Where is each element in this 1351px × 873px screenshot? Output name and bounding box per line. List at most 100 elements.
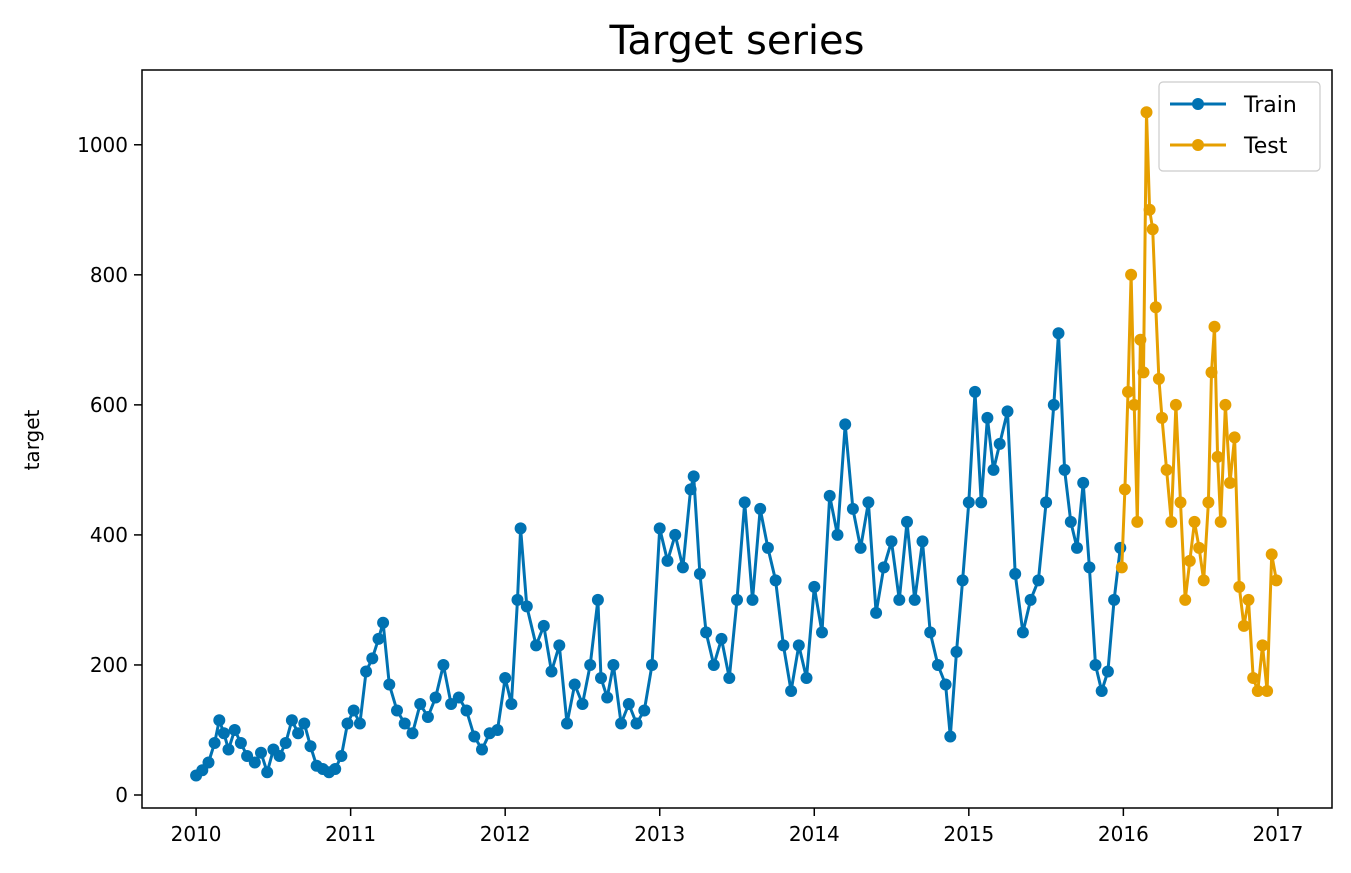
data-point-train <box>1052 327 1065 340</box>
data-point-train <box>792 639 805 652</box>
data-point-train <box>723 672 736 684</box>
data-point-train <box>537 619 550 632</box>
data-point-train <box>595 672 607 684</box>
data-point-test <box>1202 496 1215 509</box>
data-point-test <box>1118 483 1131 496</box>
data-point-train <box>630 717 643 730</box>
data-point-train <box>638 704 651 717</box>
data-point-test <box>1265 548 1278 561</box>
data-point-train <box>304 740 317 753</box>
data-point-train <box>234 737 247 749</box>
data-point-train <box>1040 496 1053 509</box>
data-point-train <box>653 522 666 535</box>
data-point-train <box>452 691 465 704</box>
data-point-train <box>981 411 994 424</box>
data-point-train <box>1101 665 1114 678</box>
data-point-train <box>476 743 488 756</box>
data-point-test <box>1242 593 1255 606</box>
data-point-test <box>1208 320 1221 333</box>
data-point-train <box>383 678 396 691</box>
data-point-test <box>1156 411 1168 424</box>
data-point-train <box>931 659 944 671</box>
data-point-train <box>831 528 844 541</box>
data-point-test <box>1169 398 1182 411</box>
data-point-train <box>1108 593 1121 606</box>
ticks-layer: 2010 2011 2012 2013 2014 2015 2016 2017 0 200 400 6… <box>77 133 1303 846</box>
data-point-train <box>1095 685 1108 697</box>
data-point-train <box>360 665 373 678</box>
data-point-train <box>1071 541 1083 554</box>
data-point-train <box>1077 476 1090 489</box>
data-point-train <box>377 616 390 629</box>
data-point-train <box>584 659 597 671</box>
data-point-test <box>1140 106 1153 119</box>
data-point-train <box>669 528 682 541</box>
data-point-train <box>839 418 852 431</box>
data-point-train <box>353 717 366 730</box>
data-point-train <box>553 639 566 652</box>
data-point-train <box>607 659 620 671</box>
data-point-test <box>1134 333 1147 346</box>
legend-test-marker <box>1192 139 1204 151</box>
data-point-train <box>738 496 751 509</box>
data-point-train <box>335 750 348 762</box>
data-point-train <box>347 704 360 717</box>
data-point-train <box>777 639 790 652</box>
data-point-test <box>1205 366 1218 379</box>
data-point-train <box>366 652 379 665</box>
x-tick-label: 2010 <box>171 822 222 846</box>
data-point-train <box>1058 463 1071 476</box>
data-point-train <box>372 632 385 645</box>
data-point-train <box>684 483 697 496</box>
data-point-train <box>520 600 533 613</box>
data-point-train <box>646 659 658 671</box>
data-point-train <box>761 541 774 554</box>
data-point-train <box>1089 659 1102 671</box>
data-point-test <box>1247 672 1260 684</box>
data-point-test <box>1115 561 1128 574</box>
data-point-train <box>228 724 241 736</box>
data-point-train <box>213 714 226 727</box>
data-point-train <box>823 489 836 502</box>
data-point-train <box>273 750 286 762</box>
data-point-train <box>601 691 614 704</box>
data-point-test <box>1261 685 1274 697</box>
data-point-train <box>545 665 558 678</box>
data-point-test <box>1143 203 1156 216</box>
data-point-train <box>693 567 706 580</box>
series-line-test <box>1120 110 1278 693</box>
data-point-train <box>1009 567 1022 580</box>
data-point-train <box>707 659 720 671</box>
data-point-train <box>939 678 952 691</box>
data-point-test <box>1146 223 1159 236</box>
plot-frame <box>141 69 1333 809</box>
legend-test-label: Test <box>1243 134 1288 159</box>
data-point-test <box>1237 619 1250 632</box>
data-point-train <box>715 632 728 645</box>
chart-title: Target series <box>609 18 865 64</box>
data-point-test <box>1160 463 1173 476</box>
x-tick-label: 2016 <box>1098 822 1149 846</box>
data-point-train <box>854 541 867 554</box>
data-point-train <box>816 626 828 639</box>
data-point-train <box>731 593 743 606</box>
data-point-train <box>1047 398 1060 411</box>
y-tick-label: 0 <box>115 783 128 807</box>
data-point-train <box>514 522 527 535</box>
x-tick-label: 2013 <box>634 822 685 846</box>
data-point-train <box>969 385 981 398</box>
data-point-train <box>615 717 628 730</box>
data-point-test <box>1183 554 1196 567</box>
data-point-train <box>341 717 354 730</box>
data-point-test <box>1233 580 1246 593</box>
data-point-train <box>950 645 963 658</box>
data-point-test <box>1188 515 1201 528</box>
data-point-test <box>1128 398 1141 411</box>
x-tick-label: 2017 <box>1252 822 1303 846</box>
x-tick-label: 2012 <box>480 822 531 846</box>
data-point-train <box>956 574 969 587</box>
legend-train-label: Train <box>1243 93 1297 118</box>
data-point-train <box>202 756 215 769</box>
y-tick-label: 1000 <box>77 133 128 157</box>
